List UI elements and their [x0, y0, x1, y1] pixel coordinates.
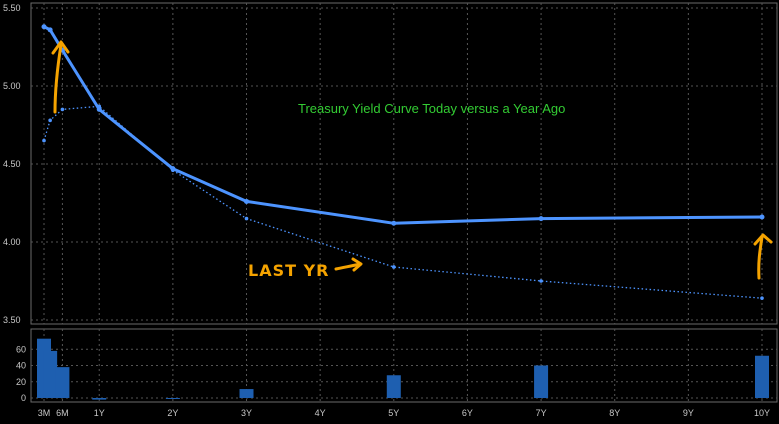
bar-6M	[55, 367, 70, 398]
bar-2Y	[165, 398, 180, 399]
point-year-ago-4M	[48, 118, 52, 123]
x-tick-label: 1Y	[94, 408, 105, 418]
y-tick-label: 3.50	[3, 315, 21, 325]
y-tick-label: 5.00	[3, 81, 21, 91]
y-tick-label-lower: 60	[16, 344, 26, 354]
point-today-3M	[41, 24, 47, 30]
x-tick-label: 7Y	[536, 408, 547, 418]
right-arrow-head-icon	[351, 257, 363, 272]
point-year-ago-5Y	[391, 265, 396, 269]
up-arrow-right-head-icon	[753, 233, 773, 246]
bar-3Y	[239, 389, 254, 398]
last-year-annotation: LAST YR	[248, 261, 330, 280]
bar-1Y	[92, 398, 107, 400]
point-year-ago-1Y	[97, 104, 102, 109]
point-today-3Y	[244, 198, 250, 204]
x-tick-label: 8Y	[609, 408, 620, 418]
point-year-ago-3Y	[244, 216, 249, 221]
y-tick-label-lower: 40	[16, 361, 26, 371]
line-series	[41, 24, 765, 300]
right-arrow-icon	[334, 262, 362, 271]
point-year-ago-3M	[42, 138, 46, 143]
bar-5Y	[386, 375, 401, 398]
x-tick-label: 6M	[56, 408, 69, 418]
x-tick-label: 6Y	[462, 408, 473, 418]
x-tick-label: 5Y	[388, 408, 399, 418]
axis-labels: 3M 6M 1Y 2Y 3Y 4Y 5Y 6Y 7Y 8Y 9Y 10Y 3.50 4.00 4.50 5.0…	[3, 3, 770, 418]
point-today-5Y	[391, 220, 397, 226]
point-today-7Y	[538, 216, 544, 222]
y-tick-label: 4.50	[3, 159, 21, 169]
x-tick-label: 3Y	[241, 408, 252, 418]
y-tick-label: 5.50	[3, 3, 21, 13]
point-year-ago-2Y	[171, 168, 175, 173]
bar-4M	[43, 350, 58, 398]
bar-10Y	[755, 355, 769, 398]
up-arrow-left-icon	[53, 43, 63, 114]
x-tick-label: 3M	[38, 408, 51, 418]
x-tick-label: 10Y	[754, 408, 770, 418]
chart-title: Treasury Yield Curve Today versus a Year…	[298, 101, 565, 116]
point-year-ago-10Y	[760, 296, 764, 300]
bar-series	[37, 338, 769, 400]
point-year-ago-6M	[60, 107, 65, 112]
bar-7Y	[534, 365, 549, 398]
y-tick-label: 4.00	[3, 237, 21, 247]
x-tick-label: 2Y	[167, 408, 178, 418]
up-arrow-left-head-icon	[51, 40, 70, 55]
y-tick-label-lower: 0	[21, 393, 26, 403]
y-tick-label-lower: 20	[16, 377, 26, 387]
x-tick-label: 4Y	[315, 408, 326, 418]
x-tick-label: 9Y	[683, 408, 694, 418]
up-arrow-right-icon	[757, 235, 764, 280]
point-year-ago-7Y	[539, 279, 543, 283]
point-today-4M	[47, 27, 53, 33]
point-today-10Y	[759, 214, 765, 220]
